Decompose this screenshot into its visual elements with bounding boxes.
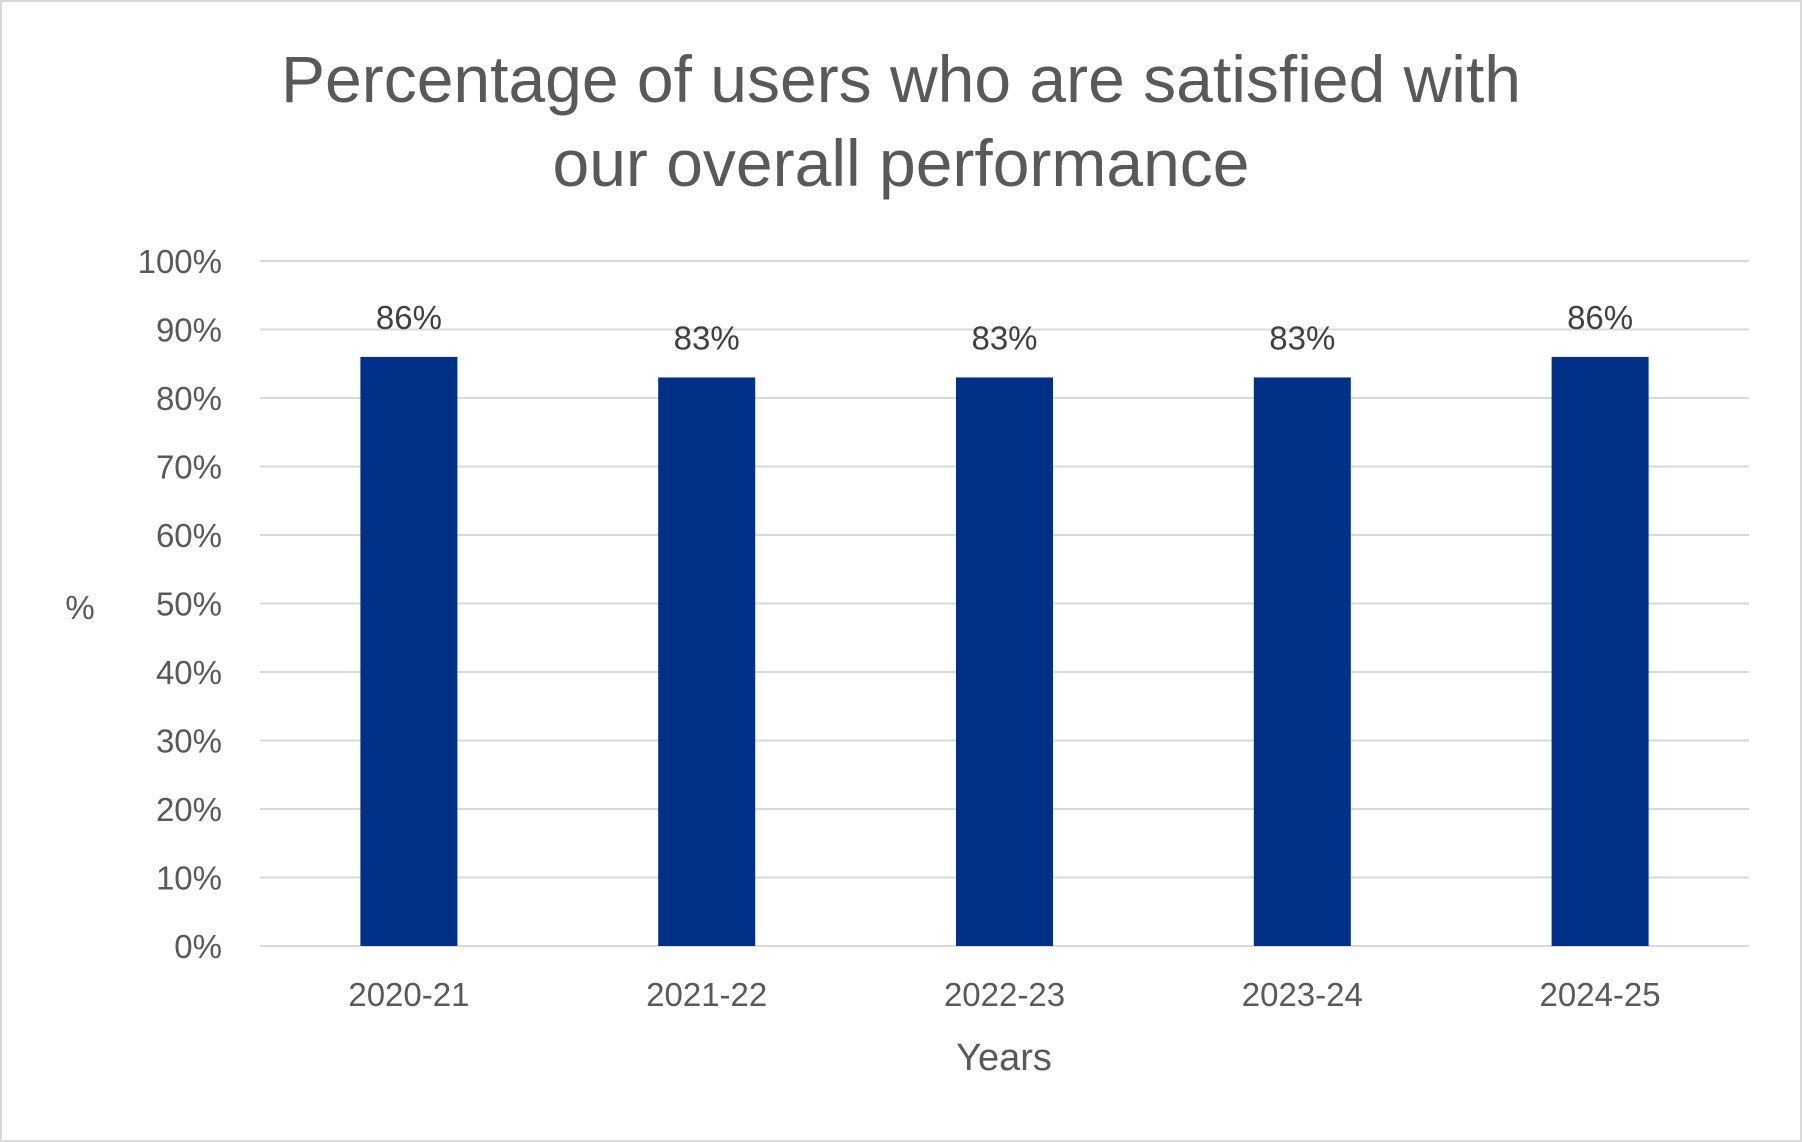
x-tick-label: 2020-21 — [348, 976, 469, 1013]
y-tick-label: 90% — [156, 312, 222, 349]
y-tick-label: 40% — [156, 654, 222, 691]
x-tick-label: 2022-23 — [944, 976, 1065, 1013]
y-tick-label: 50% — [156, 586, 222, 623]
bar — [658, 377, 756, 946]
y-tick-label: 0% — [174, 928, 222, 965]
bar — [1253, 377, 1351, 946]
x-tick-label: 2024-25 — [1540, 976, 1661, 1013]
y-tick-label: 10% — [156, 860, 222, 897]
y-tick-label: 80% — [156, 380, 222, 417]
bar — [360, 356, 458, 946]
chart-title-line-2: our overall performance — [553, 126, 1250, 200]
y-tick-label: 30% — [156, 723, 222, 760]
chart-title-line-1: Percentage of users who are satisfied wi… — [281, 42, 1521, 116]
data-label: 83% — [674, 319, 740, 356]
bar — [956, 377, 1053, 946]
data-label: 83% — [971, 319, 1037, 356]
y-tick-label: 100% — [138, 243, 222, 280]
x-axis-label: Years — [956, 1037, 1052, 1079]
y-tick-label: 60% — [156, 517, 222, 554]
x-tick-label: 2021-22 — [646, 976, 767, 1013]
data-label: 86% — [376, 299, 442, 336]
y-tick-label: 20% — [156, 791, 222, 828]
y-tick-label: 70% — [156, 449, 222, 486]
x-tick-label: 2023-24 — [1242, 976, 1363, 1013]
data-label: 83% — [1269, 319, 1335, 356]
y-axis-label: % — [65, 589, 94, 626]
bar — [1551, 356, 1649, 946]
data-label: 86% — [1567, 299, 1633, 336]
